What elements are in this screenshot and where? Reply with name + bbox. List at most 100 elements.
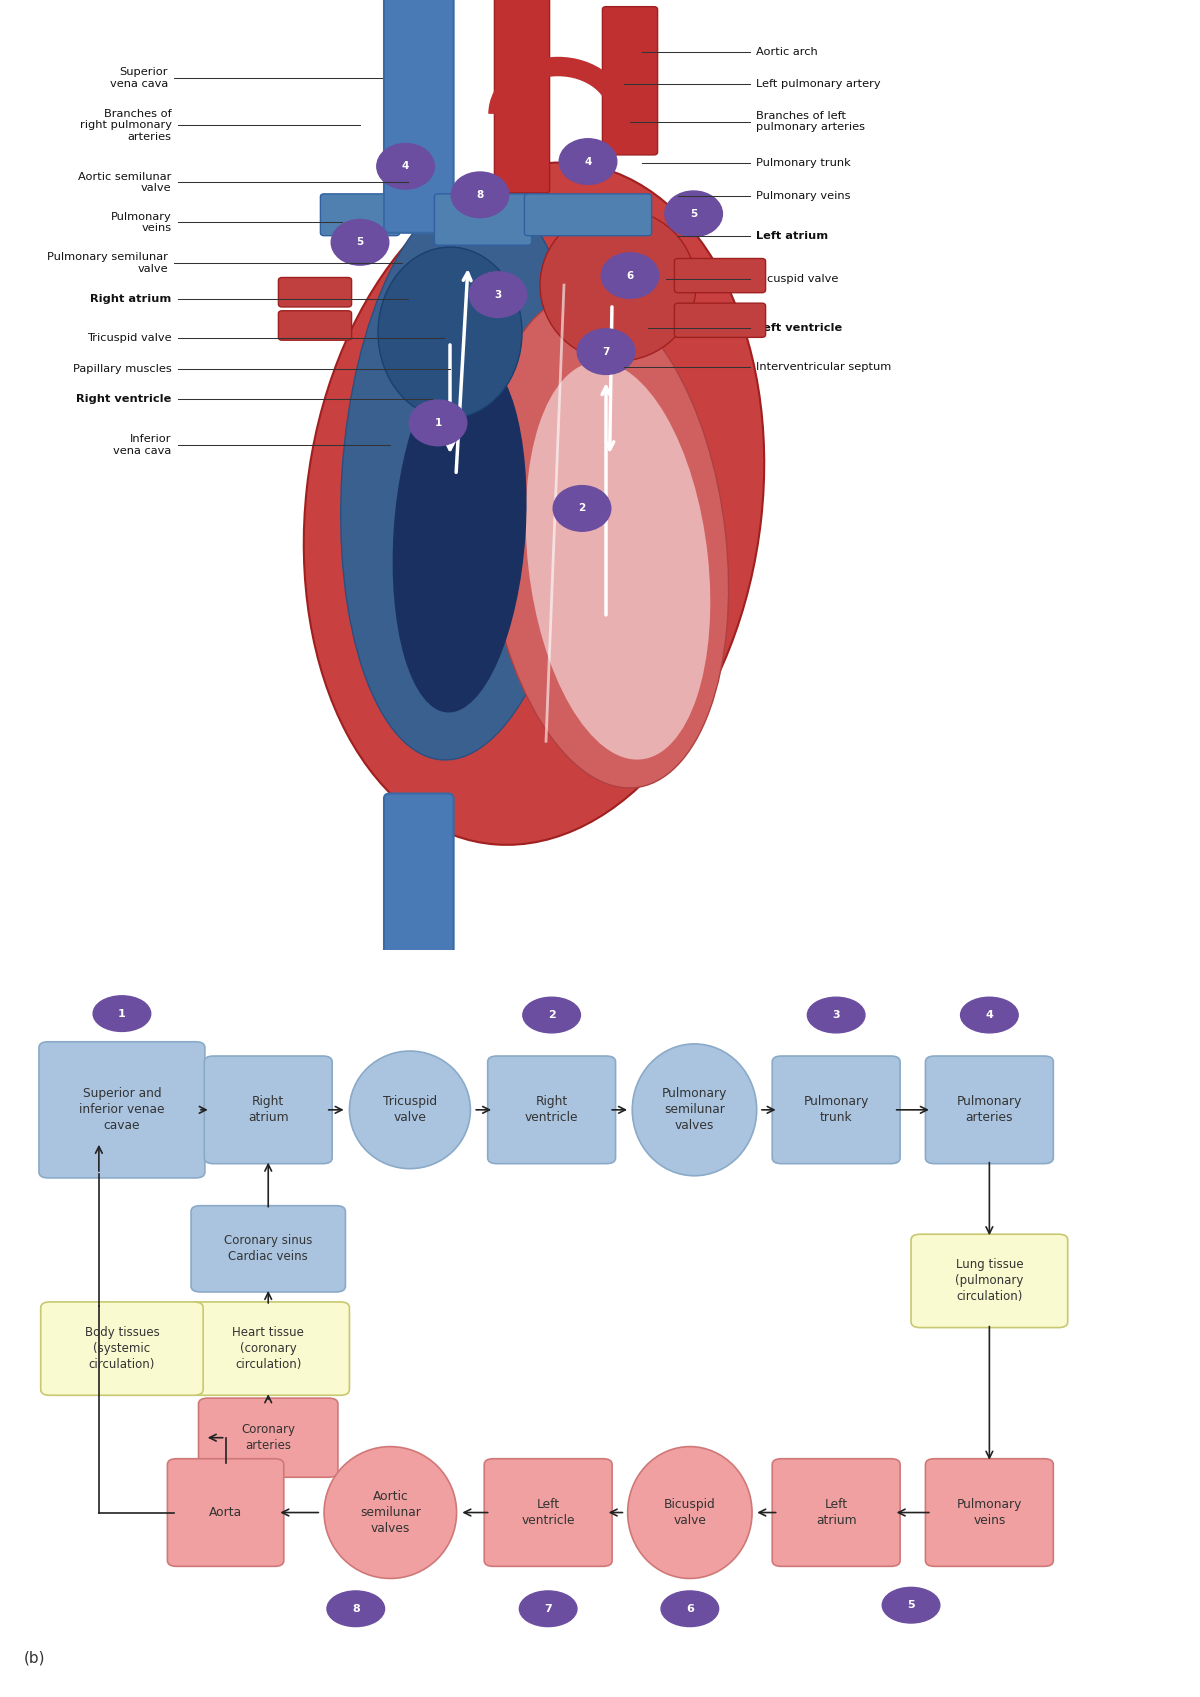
Text: Branches of left
pulmonary arteries: Branches of left pulmonary arteries [756,110,865,132]
Ellipse shape [378,248,522,417]
Text: Right
atrium: Right atrium [248,1095,288,1125]
Circle shape [94,996,151,1032]
FancyBboxPatch shape [320,193,400,236]
FancyBboxPatch shape [191,1205,346,1291]
FancyBboxPatch shape [925,1459,1054,1566]
Text: 4: 4 [584,156,592,166]
FancyBboxPatch shape [674,304,766,338]
FancyBboxPatch shape [773,1459,900,1566]
FancyBboxPatch shape [925,1056,1054,1164]
Circle shape [882,1587,940,1622]
Text: Superior
vena cava: Superior vena cava [109,68,168,88]
Ellipse shape [324,1446,456,1578]
Text: Right
ventricle: Right ventricle [524,1095,578,1125]
Text: 8: 8 [352,1604,360,1614]
FancyBboxPatch shape [198,1398,338,1478]
Text: Left pulmonary artery: Left pulmonary artery [756,78,881,88]
Text: Pulmonary trunk: Pulmonary trunk [756,158,851,168]
Text: Right ventricle: Right ventricle [77,394,172,404]
Circle shape [520,1592,577,1626]
Text: Superior and
inferior venae
cavae: Superior and inferior venae cavae [79,1088,164,1132]
Text: 6: 6 [686,1604,694,1614]
Circle shape [559,139,617,185]
Text: Papillary muscles: Papillary muscles [73,363,172,373]
Text: Aortic arch: Aortic arch [756,48,817,58]
FancyBboxPatch shape [384,794,454,955]
Text: Bicuspid
valve: Bicuspid valve [664,1498,715,1527]
Text: Inferior
vena cava: Inferior vena cava [113,434,172,455]
Text: 3: 3 [833,1010,840,1020]
Text: Tricuspid
valve: Tricuspid valve [383,1095,437,1125]
FancyBboxPatch shape [434,193,532,244]
FancyBboxPatch shape [674,258,766,292]
FancyBboxPatch shape [384,0,454,232]
Circle shape [661,1592,719,1626]
Text: Pulmonary
arteries: Pulmonary arteries [956,1095,1022,1125]
Text: 5: 5 [690,209,697,219]
Circle shape [409,400,467,446]
Text: Aorta: Aorta [209,1505,242,1519]
Text: Branches of
right pulmonary
arteries: Branches of right pulmonary arteries [79,109,172,143]
Text: Heart tissue
(coronary
circulation): Heart tissue (coronary circulation) [233,1325,304,1371]
Text: 4: 4 [985,1010,994,1020]
Text: 6: 6 [626,270,634,280]
Circle shape [553,485,611,531]
Text: 1: 1 [434,417,442,428]
FancyBboxPatch shape [911,1234,1068,1327]
Circle shape [577,329,635,375]
Text: Body tissues
(systemic
circulation): Body tissues (systemic circulation) [84,1325,160,1371]
Text: Left ventricle: Left ventricle [756,322,842,333]
Text: 8: 8 [476,190,484,200]
Text: Right atrium: Right atrium [90,294,172,304]
FancyBboxPatch shape [278,311,352,339]
Text: Pulmonary
veins: Pulmonary veins [956,1498,1022,1527]
Circle shape [960,998,1018,1033]
Text: Left
ventricle: Left ventricle [522,1498,575,1527]
FancyBboxPatch shape [524,193,652,236]
Text: Pulmonary
veins: Pulmonary veins [110,212,172,232]
Text: 1: 1 [118,1008,126,1018]
FancyBboxPatch shape [773,1056,900,1164]
FancyBboxPatch shape [278,278,352,307]
Text: Pulmonary
trunk: Pulmonary trunk [804,1095,869,1125]
Text: 2: 2 [578,504,586,514]
Circle shape [451,171,509,217]
Text: Left
atrium: Left atrium [816,1498,857,1527]
Circle shape [601,253,659,299]
Ellipse shape [392,351,527,713]
Circle shape [377,144,434,188]
FancyBboxPatch shape [41,1302,203,1395]
Ellipse shape [632,1044,757,1176]
Text: (b): (b) [24,1651,46,1666]
Circle shape [469,272,527,317]
Text: 3: 3 [494,290,502,300]
Text: Aortic
semilunar
valves: Aortic semilunar valves [360,1490,421,1536]
Text: Coronary
arteries: Coronary arteries [241,1424,295,1453]
Text: Pulmonary veins: Pulmonary veins [756,190,851,200]
FancyBboxPatch shape [187,1302,349,1395]
Text: Aortic semilunar
valve: Aortic semilunar valve [78,171,172,193]
Text: 5: 5 [356,238,364,248]
Ellipse shape [526,361,710,760]
FancyBboxPatch shape [494,0,550,193]
Circle shape [523,998,581,1033]
Circle shape [665,192,722,236]
Text: 5: 5 [907,1600,914,1610]
Text: Coronary sinus
Cardiac veins: Coronary sinus Cardiac veins [224,1234,312,1263]
Circle shape [331,219,389,265]
FancyBboxPatch shape [485,1459,612,1566]
Text: Lung tissue
(pulmonary
circulation): Lung tissue (pulmonary circulation) [955,1259,1024,1303]
FancyBboxPatch shape [204,1056,332,1164]
Text: Pulmonary
semilunar
valves: Pulmonary semilunar valves [661,1088,727,1132]
Text: 7: 7 [545,1604,552,1614]
Ellipse shape [540,209,696,361]
Ellipse shape [349,1050,470,1169]
Ellipse shape [628,1446,752,1578]
FancyBboxPatch shape [38,1042,205,1178]
FancyBboxPatch shape [487,1056,616,1164]
Text: Interventricular septum: Interventricular septum [756,361,892,372]
Text: Left atrium: Left atrium [756,231,828,241]
Circle shape [326,1592,384,1626]
Text: 7: 7 [602,346,610,356]
Text: 2: 2 [547,1010,556,1020]
